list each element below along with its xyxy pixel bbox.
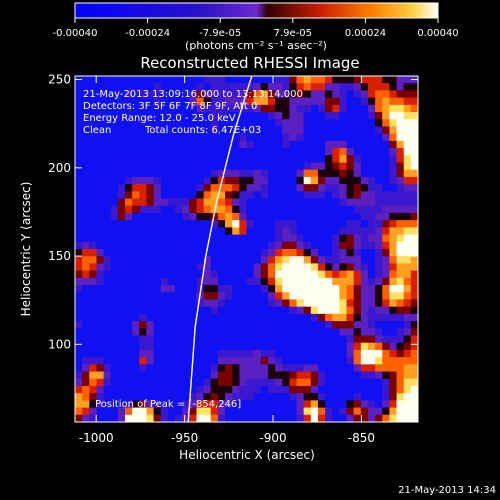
colorbar-tick-label: -7.9e-05 xyxy=(199,28,241,39)
colorbar-unit-label: (photons cm⁻² s⁻¹ asec⁻²) xyxy=(185,39,327,52)
colorbar-tick-label: -0.00040 xyxy=(53,28,98,39)
x-tick-label: -850 xyxy=(348,431,375,445)
heatmap xyxy=(75,76,418,422)
y-tick-label: 200 xyxy=(48,161,71,175)
y-tick-label: 100 xyxy=(48,337,71,351)
axis-ticks: -1000 -950 -900 -850 100 150 200 250 xyxy=(48,73,418,445)
annotation-method: Clean xyxy=(83,125,111,136)
x-axis-label: Heliocentric X (arcsec) xyxy=(179,448,315,462)
annotation-detectors: Detectors: 3F 5F 6F 7F 8F 9F, Att 0 xyxy=(83,101,257,112)
annotation-counts: Total counts: 6.47E+03 xyxy=(144,125,261,136)
x-tick-label: -900 xyxy=(259,431,286,445)
colorbar-tick-label: 7.9e-05 xyxy=(274,28,312,39)
y-axis-label: Heliocentric Y (arcsec) xyxy=(19,182,33,317)
annotation-energy: Energy Range: 12.0 - 25.0 keV xyxy=(83,113,236,124)
y-tick-label: 250 xyxy=(48,73,71,87)
chart-title: Reconstructed RHESSI Image xyxy=(140,54,359,72)
solar-limb-curve xyxy=(187,76,253,422)
plot-frame xyxy=(74,75,419,423)
x-tick-label: -1000 xyxy=(79,431,114,445)
annotation-peak: Position of Peak = [-854,246] xyxy=(95,399,241,410)
colorbar-tick-label: 0.00040 xyxy=(417,28,458,39)
colorbar-ticks: -0.00040 -0.00024 -7.9e-05 7.9e-05 0.00024 0.… xyxy=(53,18,459,39)
colorbar xyxy=(74,2,439,19)
y-tick-label: 150 xyxy=(48,249,71,263)
colorbar-tick-label: -0.00024 xyxy=(125,28,170,39)
timestamp: 21-May-2013 14:34 xyxy=(398,485,496,496)
annotation-time: 21-May-2013 13:09:16.000 to 13:13:14.000 xyxy=(83,89,303,100)
colorbar-tick-label: 0.00024 xyxy=(345,28,386,39)
x-tick-label: -950 xyxy=(171,431,198,445)
